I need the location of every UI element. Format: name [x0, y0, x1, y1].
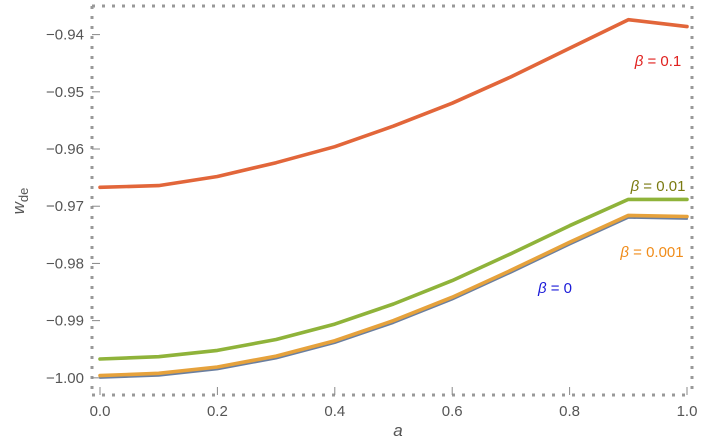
x-tick-label: 0.4: [324, 403, 345, 420]
series-label-value: = 0.001: [629, 244, 684, 261]
series-label: β = 0: [537, 280, 572, 297]
x-tick-label: 0.0: [90, 403, 111, 420]
y-tick-label: −0.94: [46, 27, 84, 44]
series-label-value: = 0.01: [639, 178, 685, 195]
y-tick-label: −0.99: [46, 313, 84, 330]
series-lines: [98, 17, 689, 379]
y-axis-label: wde: [9, 188, 31, 215]
x-tick-label: 1.0: [677, 403, 698, 420]
x-axis-label: a: [393, 421, 402, 440]
y-tick-label: −0.96: [46, 141, 84, 158]
series-label-value: = 0: [547, 280, 572, 297]
x-tick-label: 0.6: [442, 403, 463, 420]
x-tick-label: 0.8: [559, 403, 580, 420]
series-label-symbol: β: [619, 244, 629, 261]
y-axis-label-subscript: de: [16, 188, 31, 202]
series-label: β = 0.1: [634, 53, 682, 70]
series-label: β = 0.01: [630, 178, 686, 195]
series-label-symbol: β: [630, 178, 640, 195]
y-tick-label: −1.00: [46, 370, 84, 387]
series-line: [98, 197, 689, 361]
plot-frame: [90, 4, 694, 397]
x-tick-label: 0.2: [207, 403, 228, 420]
y-tick-label: −0.98: [46, 255, 84, 272]
y-tick-label: −0.97: [46, 198, 84, 215]
y-axis-ticks: −0.94 −0.95 −0.96 −0.97 −0.98 −0.99 −1.00: [46, 27, 100, 387]
series-label: β = 0.001: [619, 244, 683, 261]
series-line: [98, 17, 689, 190]
x-axis-ticks: 0.0 0.2 0.4 0.6 0.8 1.0: [90, 387, 698, 420]
series-label-symbol: β: [537, 280, 547, 297]
series-label-symbol: β: [634, 53, 644, 70]
series-line: [98, 213, 689, 378]
series-label-value: = 0.1: [643, 53, 681, 70]
series-line: [98, 216, 689, 379]
y-axis-label-main: w: [9, 200, 28, 214]
y-tick-label: −0.95: [46, 84, 84, 101]
